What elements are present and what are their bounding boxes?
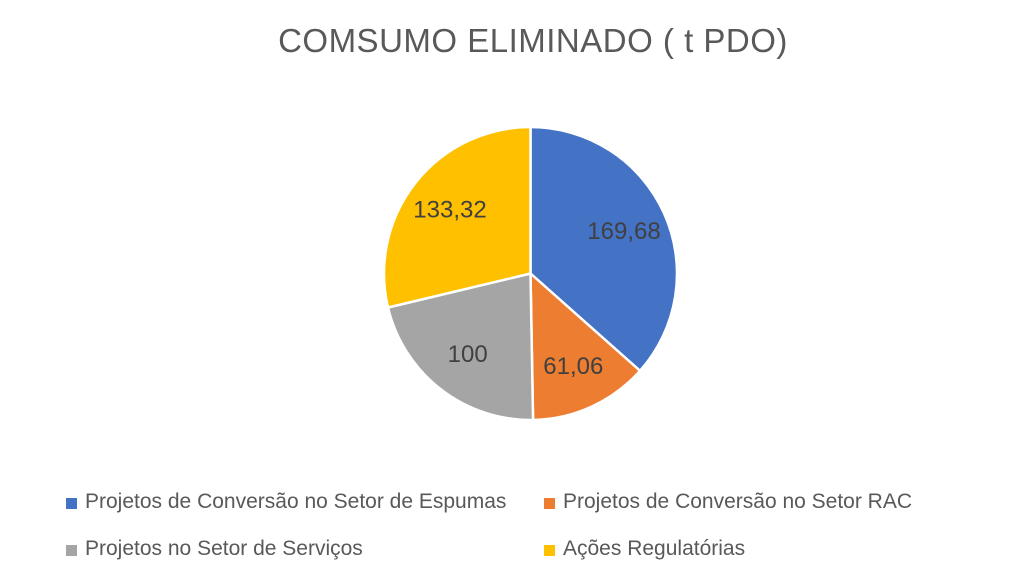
pie-slice-1	[529, 272, 642, 422]
legend-item-servicos: Projetos no Setor de Serviços	[66, 537, 363, 561]
legend-label: Projetos no Setor de Serviços	[85, 537, 363, 560]
legend-item-espumas: Projetos de Conversão no Setor de Espuma…	[66, 490, 506, 514]
pie-data-label-2: 100	[448, 341, 488, 368]
chart-title: COMSUMO ELIMINADO ( t PDO)	[278, 22, 788, 59]
legend-marker-yellow-icon	[544, 544, 555, 556]
legend-marker-orange-icon	[544, 497, 555, 509]
legend-item-rac: Projetos de Conversão no Setor RAC	[544, 490, 912, 514]
pie-chart: 169,68 61,06 100 133,32	[382, 125, 679, 422]
pie-slice-3	[382, 125, 532, 309]
legend-label: Ações Regulatórias	[563, 537, 746, 560]
pie-slice-2	[386, 272, 535, 422]
legend-marker-blue-icon	[66, 497, 77, 509]
pie-data-label-0: 169,68	[587, 218, 660, 245]
pie-data-label-1: 61,06	[543, 353, 603, 380]
legend-label: Projetos de Conversão no Setor de Espuma…	[85, 490, 507, 513]
legend-label: Projetos de Conversão no Setor RAC	[563, 490, 913, 513]
pie-data-label-3: 133,32	[413, 197, 486, 224]
pie-slice-0	[529, 125, 679, 373]
legend-marker-gray-icon	[66, 544, 77, 556]
legend-item-regulatorias: Ações Regulatórias	[544, 537, 745, 561]
